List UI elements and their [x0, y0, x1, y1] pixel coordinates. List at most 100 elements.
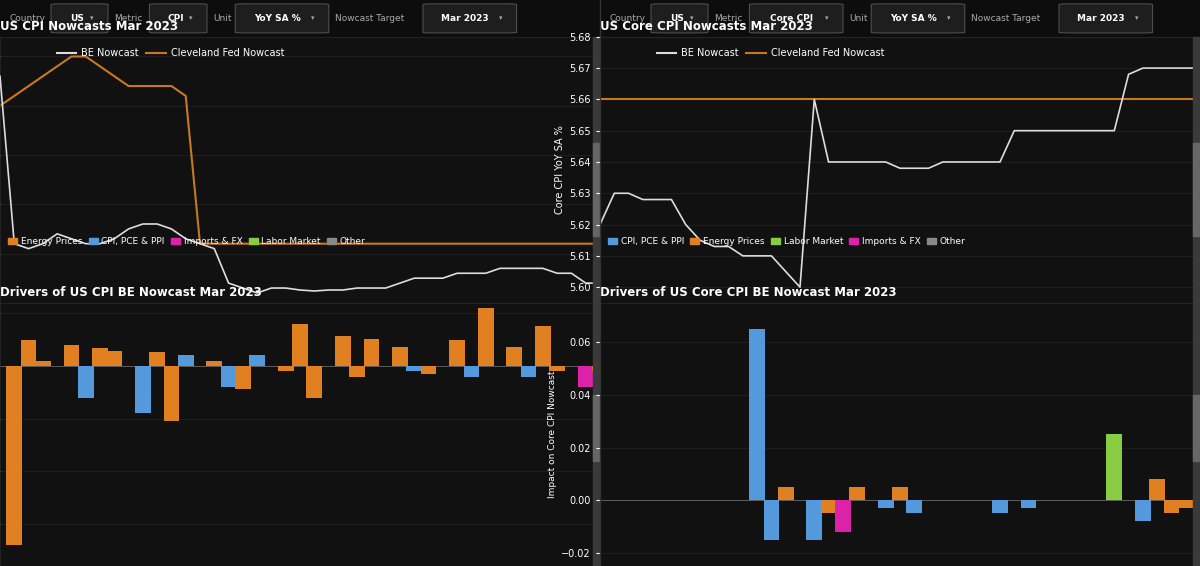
Bar [535, 326, 551, 366]
Bar [407, 366, 422, 371]
Text: Chart Powered by Bloomberg BQNT using BECO data (ECAN <GO>): Chart Powered by Bloomberg BQNT using BE… [0, 345, 258, 354]
Bar [1193, 37, 1200, 303]
Bar [478, 308, 493, 366]
Bar [763, 500, 779, 540]
FancyBboxPatch shape [1060, 4, 1152, 33]
Text: Metric: Metric [714, 14, 743, 23]
Bar [449, 340, 464, 366]
Bar [1193, 143, 1200, 237]
FancyBboxPatch shape [50, 4, 108, 33]
Text: CPI: CPI [168, 14, 184, 23]
Bar [1178, 500, 1194, 508]
Bar [1150, 479, 1165, 500]
Text: ▾: ▾ [499, 15, 502, 22]
Y-axis label: Impact on Core CPI Nowcast: Impact on Core CPI Nowcast [548, 371, 557, 498]
Bar [749, 329, 766, 500]
Bar [806, 500, 822, 540]
Bar [392, 347, 408, 366]
Text: Nowcast Target: Nowcast Target [971, 14, 1040, 23]
Bar [92, 348, 108, 366]
Text: ▾: ▾ [1135, 15, 1138, 22]
Bar [178, 355, 193, 366]
Text: Country: Country [10, 14, 46, 23]
Bar [835, 500, 851, 532]
Text: Unit: Unit [850, 14, 868, 23]
Bar [578, 366, 594, 387]
Bar [593, 143, 607, 236]
Text: Unit: Unit [214, 14, 232, 23]
Legend: BE Nowcast, Cleveland Fed Nowcast: BE Nowcast, Cleveland Fed Nowcast [653, 44, 888, 62]
Bar [364, 338, 379, 366]
FancyBboxPatch shape [150, 4, 206, 33]
Bar [20, 340, 36, 366]
FancyBboxPatch shape [749, 4, 842, 33]
Bar [892, 487, 908, 500]
Legend: Energy Prices, CPI, PCE & PPI, Imports & FX, Labor Market, Other: Energy Prices, CPI, PCE & PPI, Imports &… [5, 234, 370, 250]
Bar [421, 366, 437, 374]
Bar [235, 366, 251, 389]
Text: ▾: ▾ [90, 15, 94, 22]
Text: ▾: ▾ [826, 15, 828, 22]
Bar [1164, 500, 1180, 513]
Text: Mar 2023: Mar 2023 [442, 14, 490, 23]
Bar [1193, 395, 1200, 461]
Bar [78, 366, 94, 397]
Bar [250, 355, 265, 366]
Text: ▾: ▾ [190, 15, 192, 22]
Legend: CPI, PCE & PPI, Energy Prices, Labor Market, Imports & FX, Other: CPI, PCE & PPI, Energy Prices, Labor Mar… [605, 234, 970, 250]
Bar [778, 487, 793, 500]
Bar [1021, 500, 1037, 508]
Bar [163, 366, 179, 421]
FancyBboxPatch shape [650, 4, 708, 33]
Bar [992, 500, 1008, 513]
FancyBboxPatch shape [235, 4, 329, 33]
Legend: BE Nowcast, Cleveland Fed Nowcast: BE Nowcast, Cleveland Fed Nowcast [53, 44, 288, 62]
Bar [850, 487, 865, 500]
Text: Mar 2023: Mar 2023 [1078, 14, 1126, 23]
Bar [906, 500, 922, 513]
Text: Nowcast Target: Nowcast Target [335, 14, 404, 23]
Bar [349, 366, 365, 376]
Text: ▾: ▾ [947, 15, 950, 22]
Text: YoY SA %: YoY SA % [254, 14, 301, 23]
Bar [521, 366, 536, 376]
Bar [306, 366, 322, 397]
Text: US Core CPI Nowcasts Mar 2023: US Core CPI Nowcasts Mar 2023 [600, 20, 812, 33]
Text: Chart Powered by Bloomberg BQNT using BECO data (ECAN <GO>): Chart Powered by Bloomberg BQNT using BE… [600, 345, 858, 354]
Bar [149, 352, 166, 366]
Text: ▾: ▾ [690, 15, 694, 22]
Bar [134, 366, 151, 413]
Bar [206, 361, 222, 366]
Bar [821, 500, 836, 513]
Bar [221, 366, 236, 387]
Bar [35, 361, 50, 366]
Bar [506, 347, 522, 366]
Bar [1193, 303, 1200, 566]
Bar [1106, 435, 1122, 500]
Bar [593, 303, 607, 566]
Text: US: US [71, 14, 84, 23]
Bar [292, 324, 308, 366]
Bar [6, 366, 22, 545]
Bar [878, 500, 894, 508]
Bar [64, 345, 79, 366]
Text: YoY SA %: YoY SA % [890, 14, 937, 23]
Bar [335, 337, 350, 366]
Text: ▾: ▾ [311, 15, 314, 22]
Bar [1135, 500, 1151, 521]
FancyBboxPatch shape [424, 4, 517, 33]
Text: US CPI Nowcasts Mar 2023: US CPI Nowcasts Mar 2023 [0, 20, 178, 33]
Bar [593, 395, 607, 461]
Bar [463, 366, 479, 376]
Bar [278, 366, 294, 371]
Text: Country: Country [610, 14, 646, 23]
Bar [592, 366, 608, 371]
Text: Drivers of US CPI BE Nowcast Mar 2023: Drivers of US CPI BE Nowcast Mar 2023 [0, 286, 262, 299]
Bar [550, 366, 565, 371]
Text: Metric: Metric [114, 14, 143, 23]
Text: Drivers of US Core CPI BE Nowcast Mar 2023: Drivers of US Core CPI BE Nowcast Mar 20… [600, 286, 896, 299]
Y-axis label: Core CPI YoY SA %: Core CPI YoY SA % [556, 125, 565, 215]
Text: US: US [671, 14, 684, 23]
Bar [593, 37, 607, 303]
FancyBboxPatch shape [871, 4, 965, 33]
